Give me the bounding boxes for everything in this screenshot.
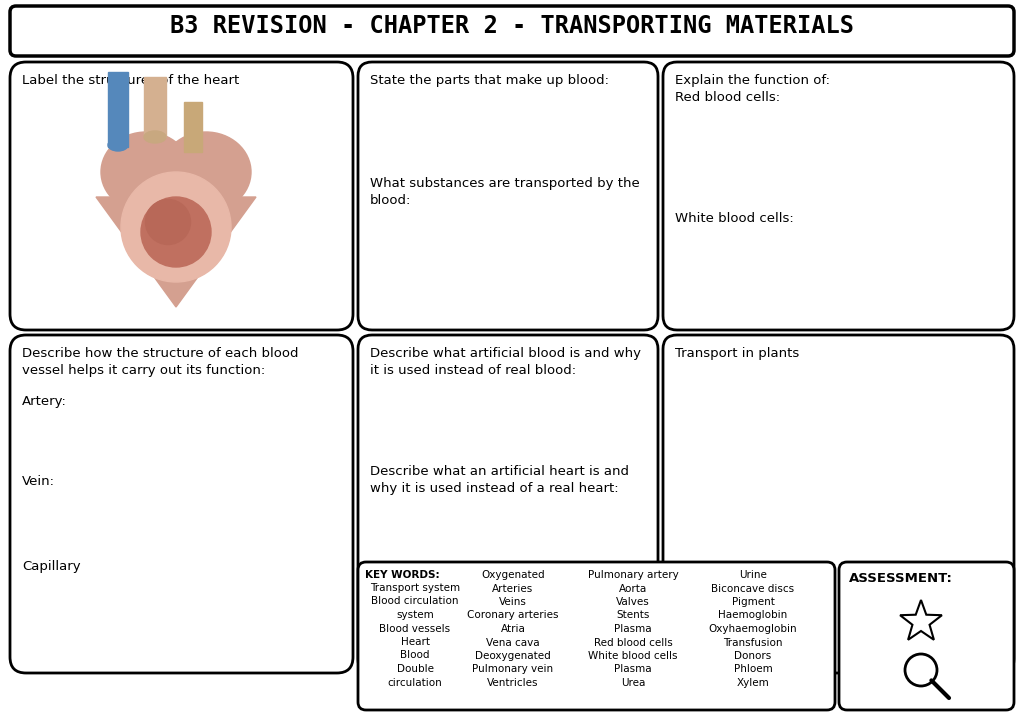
Text: Blood circulation: Blood circulation <box>372 597 459 607</box>
FancyBboxPatch shape <box>10 335 353 673</box>
Text: Ventricles: Ventricles <box>487 678 539 688</box>
Text: Atria: Atria <box>501 624 525 634</box>
Text: Pulmonary artery: Pulmonary artery <box>588 570 678 580</box>
Text: Label the structures of the heart: Label the structures of the heart <box>22 74 240 87</box>
Text: What substances are transported by the
blood:: What substances are transported by the b… <box>370 177 640 207</box>
Text: Transport in plants: Transport in plants <box>675 347 800 360</box>
Text: Deoxygenated: Deoxygenated <box>475 651 551 661</box>
Text: Stents: Stents <box>616 610 649 620</box>
Text: Double: Double <box>396 664 433 674</box>
FancyBboxPatch shape <box>663 335 1014 673</box>
Bar <box>144 77 166 137</box>
Text: Oxyhaemoglobin: Oxyhaemoglobin <box>709 624 798 634</box>
Text: KEY WORDS:: KEY WORDS: <box>365 570 439 580</box>
Text: Heart: Heart <box>400 637 429 647</box>
Text: B3 REVISION - CHAPTER 2 - TRANSPORTING MATERIALS: B3 REVISION - CHAPTER 2 - TRANSPORTING M… <box>170 14 854 38</box>
Text: Pigment: Pigment <box>731 597 774 607</box>
Text: Red blood cells: Red blood cells <box>594 638 673 648</box>
Text: White blood cells: White blood cells <box>588 651 678 661</box>
Text: Describe what artificial blood is and why
it is used instead of real blood:: Describe what artificial blood is and wh… <box>370 347 641 377</box>
Circle shape <box>905 654 937 686</box>
Text: Xylem: Xylem <box>736 678 769 688</box>
FancyBboxPatch shape <box>839 562 1014 710</box>
Text: Valves: Valves <box>616 597 650 607</box>
Ellipse shape <box>121 172 231 282</box>
Text: Capillary: Capillary <box>22 560 81 573</box>
Text: Explain the function of:
Red blood cells:: Explain the function of: Red blood cells… <box>675 74 830 104</box>
Text: ASSESSMENT:: ASSESSMENT: <box>849 572 953 585</box>
Text: Transport system: Transport system <box>370 583 460 593</box>
Text: circulation: circulation <box>388 678 442 688</box>
Text: Plasma: Plasma <box>614 664 652 674</box>
Text: Describe how the structure of each blood
vessel helps it carry out its function:: Describe how the structure of each blood… <box>22 347 299 377</box>
Bar <box>184 102 202 152</box>
Text: Aorta: Aorta <box>618 584 647 594</box>
Text: Arteries: Arteries <box>493 584 534 594</box>
Text: Blood vessels: Blood vessels <box>380 623 451 633</box>
Text: State the parts that make up blood:: State the parts that make up blood: <box>370 74 609 87</box>
Polygon shape <box>900 600 942 640</box>
Text: Plasma: Plasma <box>614 624 652 634</box>
Text: Haemoglobin: Haemoglobin <box>719 610 787 620</box>
Text: Urea: Urea <box>621 678 645 688</box>
Text: Urine: Urine <box>739 570 767 580</box>
FancyBboxPatch shape <box>10 62 353 330</box>
Text: Vein:: Vein: <box>22 475 55 488</box>
Text: Phloem: Phloem <box>733 664 772 674</box>
Bar <box>108 72 128 147</box>
Text: Blood: Blood <box>400 651 430 661</box>
Text: White blood cells:: White blood cells: <box>675 212 794 225</box>
Polygon shape <box>96 197 256 307</box>
Ellipse shape <box>108 139 128 151</box>
Text: Oxygenated: Oxygenated <box>481 570 545 580</box>
Text: Vena cava: Vena cava <box>486 638 540 648</box>
Text: Pulmonary vein: Pulmonary vein <box>472 664 554 674</box>
FancyBboxPatch shape <box>10 6 1014 56</box>
Text: Veins: Veins <box>499 597 527 607</box>
Ellipse shape <box>161 132 251 212</box>
Ellipse shape <box>141 197 211 267</box>
Text: Coronary arteries: Coronary arteries <box>467 610 559 620</box>
FancyBboxPatch shape <box>358 335 658 673</box>
Text: Transfusion: Transfusion <box>723 638 782 648</box>
Ellipse shape <box>144 131 166 143</box>
Ellipse shape <box>145 200 190 245</box>
Ellipse shape <box>101 132 191 212</box>
Text: system: system <box>396 610 434 620</box>
Text: Donors: Donors <box>734 651 772 661</box>
FancyBboxPatch shape <box>663 62 1014 330</box>
Text: Biconcave discs: Biconcave discs <box>712 584 795 594</box>
Text: Artery:: Artery: <box>22 395 67 408</box>
Text: Describe what an artificial heart is and
why it is used instead of a real heart:: Describe what an artificial heart is and… <box>370 465 629 495</box>
FancyBboxPatch shape <box>358 562 835 710</box>
FancyBboxPatch shape <box>358 62 658 330</box>
